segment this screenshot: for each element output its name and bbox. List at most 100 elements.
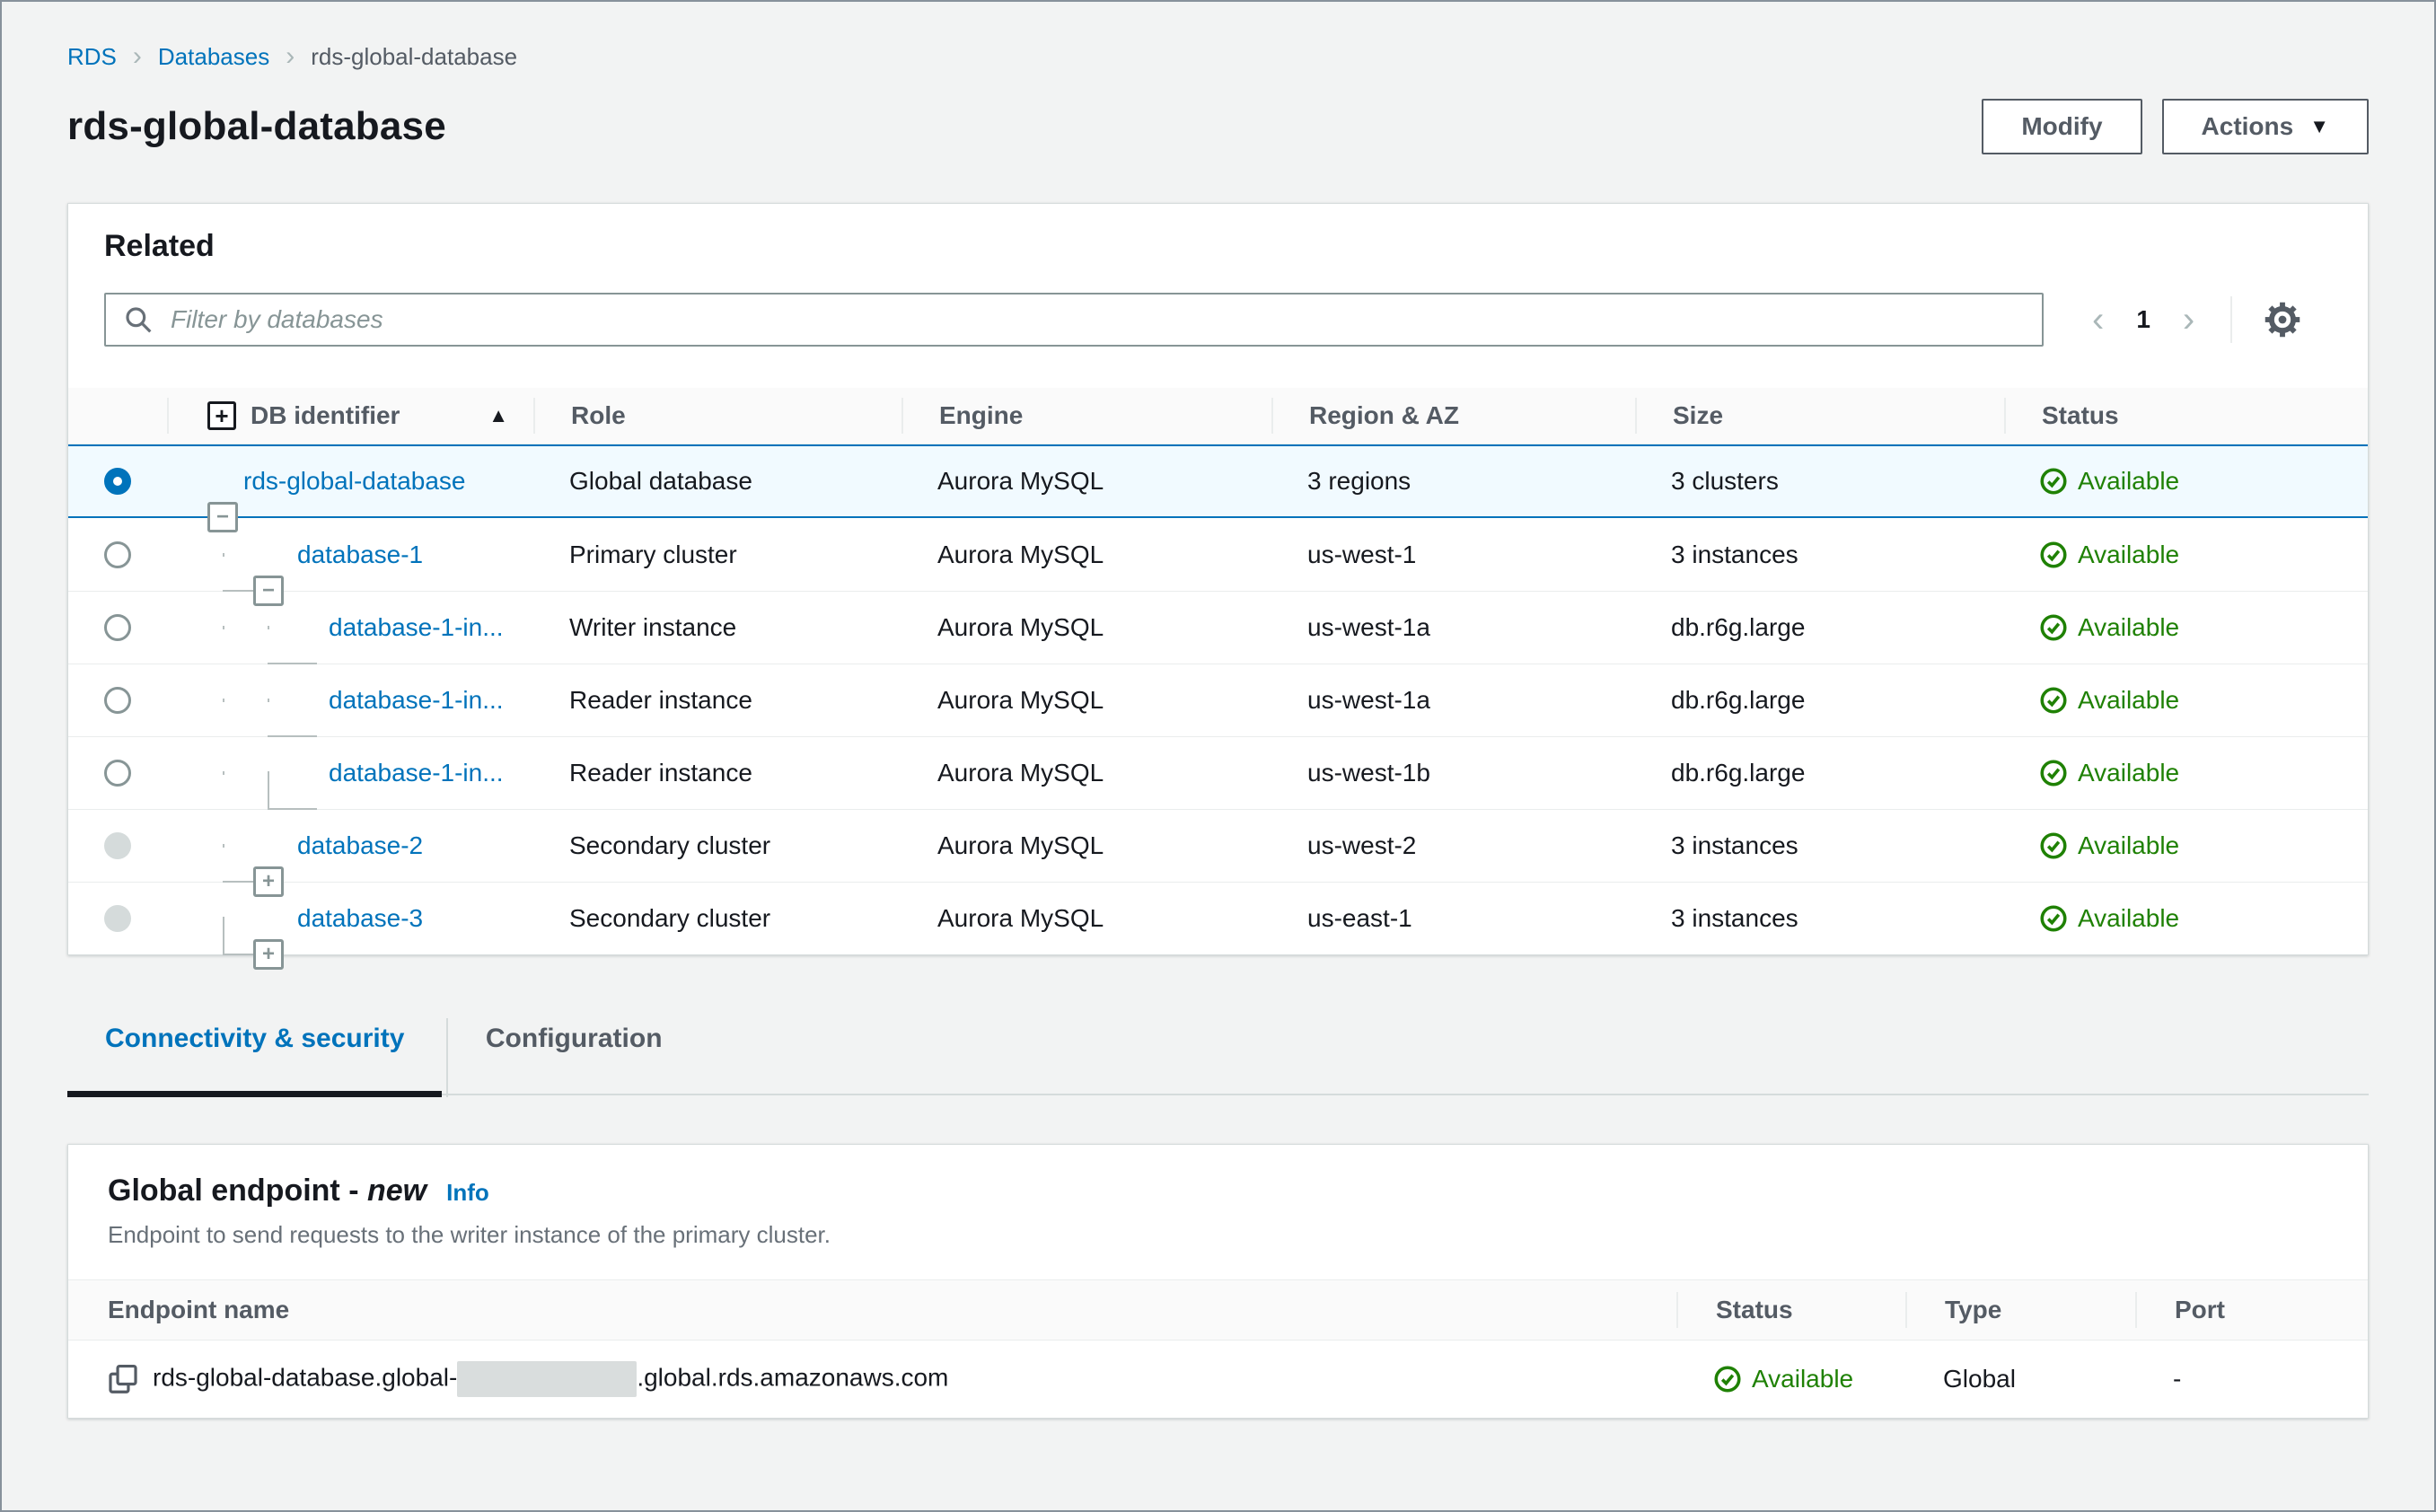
actions-dropdown-button[interactable]: Actions ▼ bbox=[2161, 99, 2369, 154]
sort-ascending-icon[interactable]: ▲ bbox=[488, 404, 508, 426]
tree-line bbox=[268, 699, 269, 702]
filter-box bbox=[104, 293, 2044, 347]
cell-size: db.r6g.large bbox=[1671, 759, 1806, 787]
page-title: rds-global-database bbox=[67, 104, 446, 148]
row-radio[interactable] bbox=[104, 687, 131, 714]
db-identifier-link[interactable]: database-1-in... bbox=[329, 759, 504, 787]
db-identifier-link[interactable]: database-3 bbox=[297, 904, 424, 932]
cell-role: Secondary cluster bbox=[569, 904, 771, 932]
table-row[interactable]: database-1-in... Reader instance Aurora … bbox=[68, 664, 2368, 737]
cell-engine: Aurora MySQL bbox=[937, 686, 1104, 714]
cell-engine: Aurora MySQL bbox=[937, 540, 1104, 568]
cell-size: db.r6g.large bbox=[1671, 613, 1806, 641]
expand-row-icon[interactable]: + bbox=[253, 939, 284, 970]
copy-icon bbox=[109, 1364, 137, 1393]
next-page-button[interactable]: › bbox=[2182, 300, 2195, 339]
expand-row-icon[interactable]: + bbox=[253, 866, 284, 897]
breadcrumb-link-rds[interactable]: RDS bbox=[67, 42, 117, 70]
table-row[interactable]: + database-3 Secondary cluster Aurora My… bbox=[68, 882, 2368, 970]
table-row[interactable]: + database-2 Secondary cluster Aurora My… bbox=[68, 809, 2368, 897]
column-header-status: Status bbox=[2004, 398, 2368, 434]
row-radio[interactable] bbox=[104, 760, 131, 787]
tree-line bbox=[223, 552, 224, 557]
cell-size: 3 instances bbox=[1671, 540, 1798, 568]
cell-size: 3 clusters bbox=[1671, 467, 1779, 495]
tree-line bbox=[223, 881, 255, 883]
column-header-role: Role bbox=[533, 398, 901, 434]
global-endpoint-title: Global endpoint - new bbox=[108, 1174, 427, 1208]
table-settings-button[interactable] bbox=[2263, 300, 2302, 339]
cell-role: Reader instance bbox=[569, 759, 752, 787]
caret-down-icon: ▼ bbox=[2309, 115, 2329, 137]
check-circle-icon bbox=[2040, 614, 2067, 641]
cell-engine: Aurora MySQL bbox=[937, 904, 1104, 932]
check-circle-icon bbox=[2040, 832, 2067, 859]
check-circle-icon bbox=[1714, 1366, 1741, 1393]
db-identifier-link[interactable]: database-2 bbox=[297, 831, 424, 859]
tree-line bbox=[223, 589, 255, 592]
cell-size: 3 instances bbox=[1671, 904, 1798, 932]
column-header-endpoint-name: Endpoint name bbox=[108, 1296, 290, 1323]
tree-line bbox=[223, 954, 255, 955]
db-identifier-link[interactable]: database-1 bbox=[297, 540, 424, 568]
table-row[interactable]: − rds-global-database Global database Au… bbox=[68, 444, 2368, 532]
row-radio[interactable] bbox=[104, 614, 131, 641]
status-badge: Available bbox=[2040, 686, 2179, 715]
column-header-db-identifier[interactable]: DB identifier bbox=[251, 401, 400, 429]
expand-all-icon[interactable]: + bbox=[207, 401, 236, 430]
db-identifier-link[interactable]: rds-global-database bbox=[243, 467, 466, 495]
tab-configuration[interactable]: Configuration bbox=[445, 1018, 700, 1097]
collapse-row-icon[interactable]: − bbox=[253, 575, 284, 606]
info-link[interactable]: Info bbox=[446, 1179, 489, 1206]
cell-role: Reader instance bbox=[569, 686, 752, 714]
cell-region: us-west-2 bbox=[1307, 831, 1417, 859]
cell-region: 3 regions bbox=[1307, 467, 1411, 495]
search-icon bbox=[126, 307, 152, 333]
global-endpoint-panel: Global endpoint - new Info Endpoint to s… bbox=[67, 1144, 2369, 1419]
table-header-row: + DB identifier ▲ Role Engine Region & A… bbox=[68, 388, 2368, 444]
filter-databases-input[interactable] bbox=[104, 293, 2044, 347]
row-radio[interactable] bbox=[104, 541, 131, 568]
cell-region: us-west-1 bbox=[1307, 540, 1417, 568]
tree-line bbox=[268, 771, 269, 810]
cell-region: us-west-1a bbox=[1307, 686, 1430, 714]
tree-line bbox=[268, 663, 317, 664]
selection-column-header bbox=[68, 398, 167, 434]
cell-role: Writer instance bbox=[569, 613, 737, 641]
db-identifier-link[interactable]: database-1-in... bbox=[329, 613, 504, 641]
tab-connectivity-security[interactable]: Connectivity & security bbox=[67, 1018, 443, 1097]
previous-page-button[interactable]: ‹ bbox=[2092, 300, 2105, 339]
cell-region: us-east-1 bbox=[1307, 904, 1412, 932]
db-identifier-link[interactable]: database-1-in... bbox=[329, 686, 504, 714]
status-badge: Available bbox=[2040, 831, 2179, 860]
check-circle-icon bbox=[2040, 760, 2067, 787]
tree-line bbox=[223, 844, 224, 848]
breadcrumb-current: rds-global-database bbox=[311, 42, 518, 70]
column-header-engine: Engine bbox=[901, 398, 1271, 434]
cell-engine: Aurora MySQL bbox=[937, 467, 1104, 495]
modify-button-label: Modify bbox=[2021, 112, 2103, 140]
tree-line bbox=[268, 735, 317, 737]
table-toolbar: ‹ 1 › bbox=[104, 293, 2332, 347]
breadcrumb-link-databases[interactable]: Databases bbox=[157, 42, 270, 70]
status-badge: Available bbox=[2040, 904, 2179, 933]
collapse-row-icon[interactable]: − bbox=[207, 502, 238, 532]
global-endpoint-description: Endpoint to send requests to the writer … bbox=[108, 1221, 831, 1248]
tree-line bbox=[268, 626, 269, 629]
table-row[interactable]: − database-1 Primary cluster Aurora MySQ… bbox=[68, 518, 2368, 606]
table-row[interactable]: database-1-in... Writer instance Aurora … bbox=[68, 591, 2368, 664]
cell-engine: Aurora MySQL bbox=[937, 613, 1104, 641]
redacted-account-id bbox=[457, 1361, 638, 1397]
table-row[interactable]: database-1-in... Reader instance Aurora … bbox=[68, 736, 2368, 810]
modify-button[interactable]: Modify bbox=[1982, 99, 2142, 154]
row-radio-selected[interactable] bbox=[104, 468, 131, 495]
endpoint-table-header: Endpoint name Status Type Port bbox=[68, 1279, 2368, 1341]
tree-line bbox=[223, 771, 224, 775]
related-title: Related bbox=[104, 229, 215, 263]
endpoint-table: Endpoint name Status Type Port rds-globa… bbox=[68, 1279, 2368, 1418]
endpoint-port: - bbox=[2173, 1365, 2182, 1393]
tree-line bbox=[268, 808, 317, 810]
cell-engine: Aurora MySQL bbox=[937, 759, 1104, 787]
copy-endpoint-button[interactable] bbox=[108, 1364, 138, 1394]
chevron-right-icon: › bbox=[132, 41, 142, 71]
